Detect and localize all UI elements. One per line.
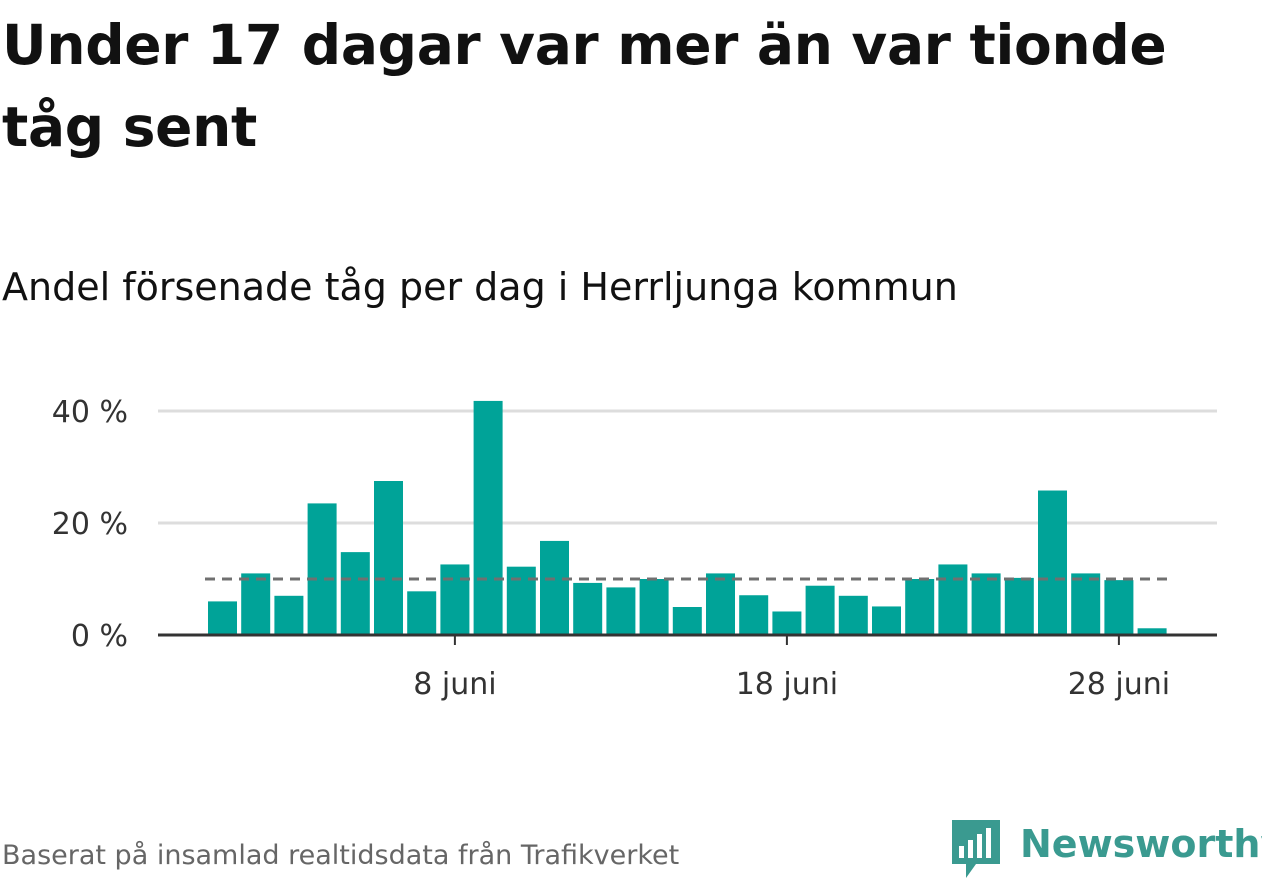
y-axis-tick-labels: 0 % 20 % 40 % [52, 395, 128, 654]
bar [805, 585, 835, 635]
bar [905, 579, 935, 635]
bar [506, 566, 536, 635]
bar [606, 587, 636, 635]
bar [208, 601, 237, 635]
bar [1104, 580, 1134, 635]
source-note: Baserat på insamlad realtidsdata från Tr… [2, 840, 680, 871]
chart-subtitle: Andel försenade tåg per dag i Herrljunga… [2, 265, 958, 309]
y-tick-label: 20 % [52, 507, 128, 542]
bar [407, 591, 437, 635]
bar [1137, 628, 1167, 635]
newsworthy-logo-icon [952, 820, 1000, 878]
bar [374, 481, 403, 635]
bar [340, 552, 370, 635]
bar [838, 595, 868, 635]
bar [872, 606, 901, 635]
bar [573, 582, 603, 635]
x-tick-label: 18 juni [736, 667, 838, 702]
x-tick-label: 28 juni [1068, 667, 1170, 702]
brand-name: Newsworthy [1020, 822, 1262, 866]
bar [772, 611, 802, 635]
x-tick-label: 8 juni [413, 667, 496, 702]
bar [1004, 577, 1034, 635]
bar [440, 564, 470, 635]
bar [473, 400, 503, 635]
bar [274, 595, 304, 635]
bar [540, 540, 569, 635]
bar [1038, 490, 1067, 635]
bar [1071, 573, 1101, 635]
bar [739, 595, 769, 635]
bar [672, 607, 702, 635]
y-tick-label: 40 % [52, 395, 128, 430]
bar [706, 573, 735, 635]
bar [938, 564, 968, 635]
bar [307, 503, 337, 635]
bars [208, 400, 1167, 635]
y-tick-label: 0 % [71, 619, 128, 654]
bar [971, 573, 1001, 635]
bar-chart: 0 % 20 % 40 % 8 juni 18 juni 28 juni [52, 395, 1217, 702]
bar [241, 573, 271, 635]
x-axis-tick-labels: 8 juni 18 juni 28 juni [413, 635, 1170, 702]
chart-title: Under 17 dagar var mer än var tionde tåg… [2, 13, 1167, 159]
bar [639, 579, 669, 635]
